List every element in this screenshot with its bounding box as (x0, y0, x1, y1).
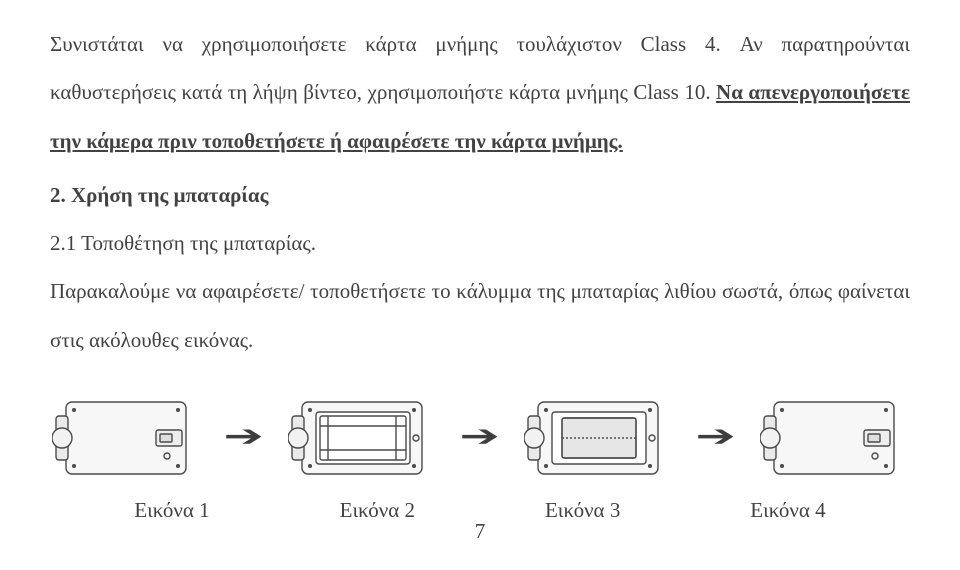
caption-2: Εικόνα 2 (277, 498, 477, 523)
arrow-icon: ➔ (693, 419, 740, 454)
section-2-title: 2. Χρήση της μπαταρίας (50, 171, 910, 219)
section-2-title-text: 2. Χρήση της μπαταρίας (50, 183, 269, 207)
arrow-icon: ➔ (221, 419, 268, 454)
figure-1 (52, 392, 200, 484)
figure-4 (760, 392, 908, 484)
paragraph-battery: Παρακαλούμε να αφαιρέσετε/ τοποθετήσετε … (50, 267, 910, 364)
caption-4: Εικόνα 4 (688, 498, 888, 523)
figure-2 (288, 392, 436, 484)
figure-row: ➔ (50, 392, 910, 484)
caption-3: Εικόνα 3 (483, 498, 683, 523)
caption-1: Εικόνα 1 (72, 498, 272, 523)
paragraph-intro: Συνιστάται να χρησιμοποιήσετε κάρτα μνήμ… (50, 20, 910, 165)
arrow-icon: ➔ (457, 419, 504, 454)
section-2-1-title: 2.1 Τοποθέτηση της μπαταρίας. (50, 219, 910, 267)
figure-3 (524, 392, 672, 484)
